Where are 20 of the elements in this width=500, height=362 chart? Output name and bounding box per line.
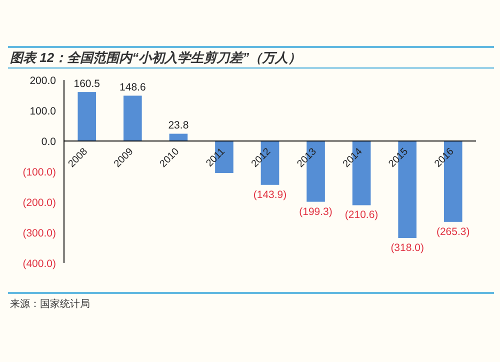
y-tick-label: (400.0) <box>22 258 56 270</box>
y-tick-label: (300.0) <box>22 228 56 240</box>
data-label: 160.5 <box>74 78 100 90</box>
y-tick-label: (200.0) <box>22 197 56 209</box>
chart-title: 图表 12：全国范围内“小初入学生剪刀差”（万人） <box>10 50 302 65</box>
bar <box>169 134 188 141</box>
data-label: (199.3) <box>299 206 332 218</box>
data-label: (143.9) <box>253 188 287 201</box>
data-label: 148.6 <box>120 82 146 94</box>
y-tick-label: 0.0 <box>41 136 56 148</box>
y-tick-label: 200.0 <box>30 75 56 87</box>
y-tick-label: (100.0) <box>22 166 56 178</box>
data-label: (265.3) <box>436 226 470 238</box>
y-tick-label: 100.0 <box>30 106 56 118</box>
data-label: (210.6) <box>344 209 378 222</box>
data-label: (318.0) <box>390 242 424 254</box>
data-label: 23.8 <box>168 120 189 132</box>
bar <box>78 92 96 141</box>
source-note: 来源：国家统计局 <box>10 298 90 310</box>
bar <box>124 96 142 141</box>
